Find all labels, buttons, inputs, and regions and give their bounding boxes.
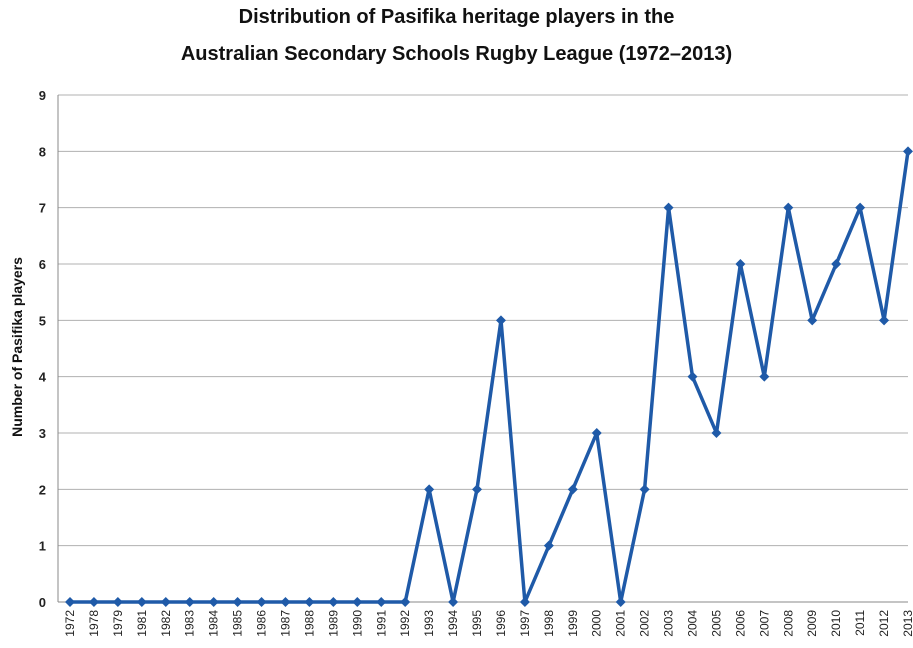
x-tick-label: 2001 bbox=[614, 610, 628, 637]
data-point bbox=[759, 371, 770, 382]
data-point bbox=[65, 597, 75, 607]
data-point bbox=[831, 259, 842, 269]
x-tick-label: 1999 bbox=[566, 610, 580, 637]
y-axis-label: Number of Pasifika players bbox=[9, 257, 25, 437]
data-point bbox=[304, 597, 315, 607]
data-point bbox=[352, 597, 363, 607]
data-point bbox=[687, 371, 698, 382]
data-point bbox=[232, 597, 243, 607]
y-tick-label: 8 bbox=[39, 144, 46, 159]
x-tick-label: 2006 bbox=[733, 610, 747, 637]
x-tick-label: 1983 bbox=[183, 610, 197, 637]
x-tick-label: 1986 bbox=[255, 610, 269, 637]
data-point bbox=[184, 597, 195, 607]
data-point bbox=[495, 315, 506, 326]
data-point bbox=[519, 597, 530, 607]
x-tick-label: 1988 bbox=[302, 610, 316, 637]
x-tick-label: 1982 bbox=[159, 610, 173, 637]
x-tick-label: 2005 bbox=[709, 610, 723, 637]
y-tick-label: 2 bbox=[39, 482, 46, 497]
chart-title-line-1: Distribution of Pasifika heritage player… bbox=[238, 6, 675, 28]
x-tick-label: 2002 bbox=[638, 610, 652, 637]
data-point bbox=[783, 202, 794, 213]
x-tick-label: 2003 bbox=[662, 610, 676, 637]
x-tick-label: 1989 bbox=[326, 610, 340, 637]
x-tick-label: 1972 bbox=[63, 610, 77, 637]
data-point bbox=[735, 259, 746, 269]
y-tick-label: 3 bbox=[39, 426, 46, 441]
y-tick-label: 5 bbox=[39, 313, 46, 328]
x-tick-label: 2009 bbox=[805, 610, 819, 637]
data-point bbox=[448, 597, 459, 607]
x-tick-label: 1979 bbox=[111, 610, 125, 637]
data-point bbox=[376, 597, 387, 607]
x-tick-label: 1978 bbox=[87, 610, 101, 637]
data-point bbox=[615, 597, 626, 607]
y-tick-label: 9 bbox=[39, 88, 46, 103]
data-point bbox=[639, 484, 650, 495]
y-tick-label: 4 bbox=[39, 370, 47, 385]
x-tick-label: 2010 bbox=[829, 610, 843, 637]
data-point bbox=[879, 315, 890, 326]
data-point bbox=[208, 597, 219, 607]
series-markers bbox=[65, 146, 913, 607]
x-tick-label: 2008 bbox=[781, 610, 795, 637]
x-tick-label: 1985 bbox=[231, 610, 245, 637]
x-tick-label: 1984 bbox=[207, 610, 221, 637]
x-tick-label: 1993 bbox=[422, 610, 436, 637]
x-tick-label: 1981 bbox=[135, 610, 149, 637]
data-point bbox=[591, 428, 602, 438]
y-tick-label: 1 bbox=[39, 539, 46, 554]
x-tick-label: 2007 bbox=[757, 610, 771, 637]
data-point bbox=[711, 428, 722, 438]
chart-title-line-2: Australian Secondary Schools Rugby Leagu… bbox=[180, 43, 733, 65]
data-point bbox=[88, 597, 99, 607]
data-point bbox=[136, 597, 147, 607]
x-tick-label: 1991 bbox=[374, 610, 388, 637]
x-axis-ticks: 1972 1978 1979 1981 1982 1983 1984 1985 1986 1987… bbox=[63, 610, 913, 637]
data-point bbox=[400, 597, 411, 607]
data-point bbox=[280, 597, 291, 607]
x-tick-label: 1987 bbox=[278, 610, 292, 637]
data-point bbox=[160, 597, 171, 607]
data-point bbox=[424, 484, 435, 495]
x-tick-label: 2013 bbox=[901, 610, 913, 637]
x-tick-label: 1995 bbox=[470, 610, 484, 637]
data-point bbox=[567, 484, 578, 495]
x-tick-label: 1997 bbox=[518, 610, 532, 637]
x-tick-label: 2000 bbox=[590, 610, 604, 637]
data-point bbox=[807, 315, 818, 326]
x-tick-label: 1996 bbox=[494, 610, 508, 637]
x-tick-label: 2012 bbox=[877, 610, 891, 637]
x-tick-label: 2011 bbox=[853, 610, 867, 636]
data-point bbox=[903, 146, 913, 157]
y-tick-label: 0 bbox=[39, 595, 46, 610]
data-point bbox=[855, 202, 866, 213]
data-point bbox=[543, 540, 554, 551]
x-tick-label: 1994 bbox=[446, 610, 460, 637]
data-point bbox=[256, 597, 267, 607]
gridlines bbox=[57, 94, 908, 603]
data-point bbox=[472, 484, 483, 495]
y-tick-label: 6 bbox=[39, 257, 46, 272]
data-point bbox=[328, 597, 339, 607]
y-axis-ticks: 0 1 2 3 4 5 6 7 8 9 bbox=[39, 88, 47, 610]
y-tick-label: 7 bbox=[39, 201, 46, 216]
x-tick-label: 1990 bbox=[350, 610, 364, 637]
data-point bbox=[112, 597, 123, 607]
data-point bbox=[663, 202, 674, 213]
x-tick-label: 1992 bbox=[398, 610, 412, 637]
x-tick-label: 1998 bbox=[542, 610, 556, 637]
x-tick-label: 2004 bbox=[686, 610, 700, 637]
